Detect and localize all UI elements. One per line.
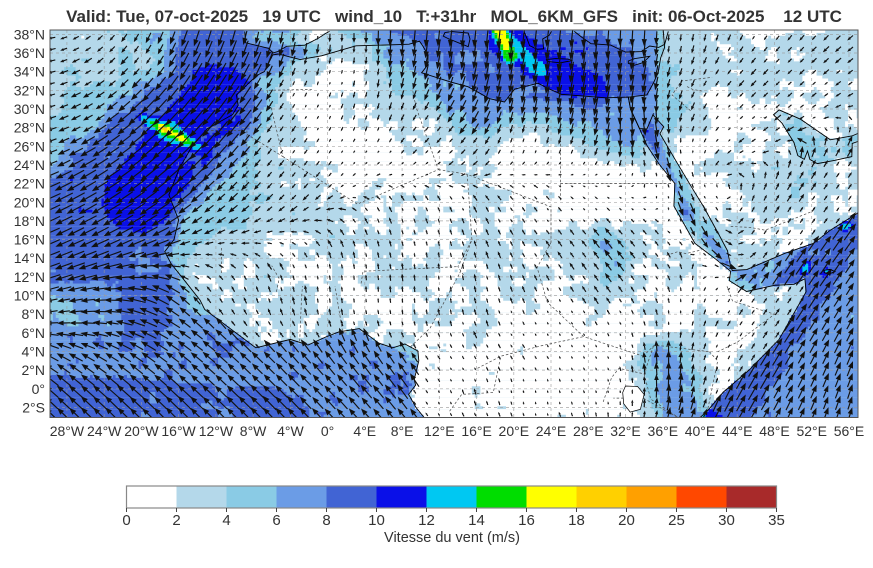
svg-text:40°E: 40°E <box>685 423 716 439</box>
svg-text:18°N: 18°N <box>14 213 45 229</box>
svg-text:4°W: 4°W <box>277 423 304 439</box>
svg-text:18: 18 <box>568 512 585 529</box>
svg-text:12°N: 12°N <box>14 269 45 285</box>
svg-text:14: 14 <box>468 512 485 529</box>
svg-text:35: 35 <box>768 512 785 529</box>
svg-text:10: 10 <box>368 512 385 529</box>
svg-text:48°E: 48°E <box>759 423 790 439</box>
svg-text:20°N: 20°N <box>14 194 45 210</box>
svg-text:8: 8 <box>322 512 330 529</box>
svg-text:26°N: 26°N <box>14 138 45 154</box>
svg-text:0°: 0° <box>32 381 45 397</box>
svg-text:32°N: 32°N <box>14 82 45 98</box>
svg-text:6°N: 6°N <box>22 325 46 341</box>
svg-text:8°N: 8°N <box>22 306 46 322</box>
svg-text:0°: 0° <box>321 423 334 439</box>
svg-text:12: 12 <box>418 512 435 529</box>
svg-text:30: 30 <box>718 512 735 529</box>
svg-text:12°W: 12°W <box>199 423 234 439</box>
svg-text:8°E: 8°E <box>391 423 414 439</box>
svg-text:8°W: 8°W <box>240 423 267 439</box>
svg-text:24°N: 24°N <box>14 157 45 173</box>
svg-text:24°E: 24°E <box>536 423 567 439</box>
svg-text:28°N: 28°N <box>14 120 45 136</box>
svg-text:52°E: 52°E <box>796 423 827 439</box>
svg-text:2: 2 <box>172 512 180 529</box>
svg-text:24°W: 24°W <box>87 423 122 439</box>
svg-text:14°N: 14°N <box>14 250 45 266</box>
svg-text:16°E: 16°E <box>461 423 492 439</box>
svg-text:16°N: 16°N <box>14 232 45 248</box>
svg-text:4°E: 4°E <box>353 423 376 439</box>
svg-text:12°E: 12°E <box>424 423 455 439</box>
svg-text:25: 25 <box>668 512 685 529</box>
svg-text:30°N: 30°N <box>14 101 45 117</box>
svg-text:16: 16 <box>518 512 535 529</box>
svg-text:6: 6 <box>272 512 280 529</box>
svg-text:Valid: Tue, 07-oct-2025 19 U: Valid: Tue, 07-oct-2025 19 UTC wind_10 T… <box>66 7 842 26</box>
svg-text:22°N: 22°N <box>14 176 45 192</box>
svg-text:34°N: 34°N <box>14 64 45 80</box>
svg-text:28°E: 28°E <box>573 423 604 439</box>
svg-text:20°W: 20°W <box>124 423 159 439</box>
svg-text:32°E: 32°E <box>610 423 641 439</box>
svg-text:4°N: 4°N <box>22 344 46 360</box>
svg-text:20°E: 20°E <box>499 423 530 439</box>
svg-text:20: 20 <box>618 512 635 529</box>
svg-text:28°W: 28°W <box>50 423 85 439</box>
svg-text:16°W: 16°W <box>161 423 196 439</box>
svg-text:4: 4 <box>222 512 230 529</box>
svg-text:36°E: 36°E <box>648 423 679 439</box>
svg-text:44°E: 44°E <box>722 423 753 439</box>
svg-text:10°N: 10°N <box>14 288 45 304</box>
svg-text:36°N: 36°N <box>14 45 45 61</box>
svg-text:2°S: 2°S <box>22 400 45 416</box>
svg-text:Vitesse du vent (m/s): Vitesse du vent (m/s) <box>384 530 520 546</box>
svg-text:2°N: 2°N <box>22 362 46 378</box>
svg-text:0: 0 <box>122 512 130 529</box>
svg-text:56°E: 56°E <box>834 423 865 439</box>
svg-text:38°N: 38°N <box>14 26 45 42</box>
